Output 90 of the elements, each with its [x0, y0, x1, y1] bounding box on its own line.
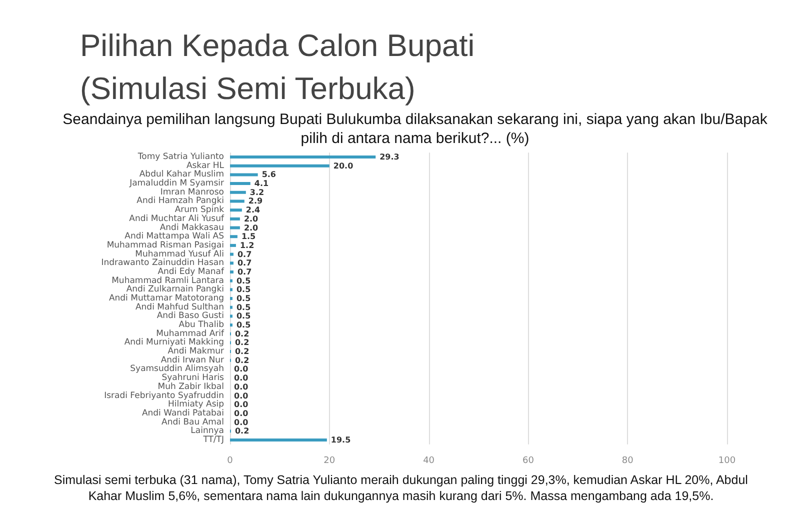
y-tick-label: Hilmiaty Asip	[168, 400, 224, 410]
bar	[230, 173, 258, 176]
data-label: 0.2	[234, 338, 250, 348]
bar	[230, 208, 242, 212]
x-tick-label: 20	[324, 456, 336, 466]
bar	[230, 182, 250, 186]
data-label: 5.6	[262, 170, 276, 180]
data-label: 0.2	[234, 347, 250, 356]
data-label: 0.0	[234, 418, 249, 427]
bar	[230, 235, 238, 238]
data-label: 0.5	[236, 312, 252, 321]
y-tick-label: Syamsuddin Alimsyah	[130, 364, 224, 374]
x-tick-label: 40	[423, 456, 435, 466]
data-label: 0.7	[237, 250, 252, 259]
bar	[230, 226, 240, 230]
bar	[230, 244, 236, 247]
data-label: 3.2	[250, 188, 264, 197]
y-tick-label: TT/TJ	[202, 434, 224, 445]
chart-subtitle: Seandainya pemilihan langsung Bupati Bulukumba dilaksanakan sekarang ini, siapa yang akan Ibu/Bapak pilih di antara nama berikut?... (%)	[62, 110, 768, 148]
bar	[230, 270, 234, 274]
y-tick-label: Muhammad Arif	[156, 328, 225, 339]
data-label: 0.0	[234, 391, 249, 400]
y-tick-label: Tomy Satria Yulianto	[136, 152, 224, 162]
y-tick-label: Muhammad Yusuf Ali	[135, 249, 224, 260]
y-tick-label: Arum Spink	[174, 205, 224, 216]
data-label: 2.4	[246, 206, 261, 215]
data-label: 29.3	[380, 152, 400, 162]
y-tick-label: Andi Bau Amal	[162, 417, 224, 428]
bar	[230, 190, 246, 194]
y-tick-label: Askar HL	[186, 160, 224, 171]
y-tick-label: Andi Mahfud Sulthan	[135, 302, 224, 312]
bar	[230, 252, 234, 256]
data-label: 0.0	[234, 374, 249, 383]
bar	[230, 164, 330, 168]
data-label: 0.5	[236, 302, 252, 312]
data-label: 2.9	[248, 196, 264, 206]
data-label: 1.2	[240, 240, 254, 250]
data-label: 0.0	[234, 382, 249, 392]
data-label: 0.7	[237, 267, 252, 276]
data-label: 0.0	[234, 400, 249, 410]
data-label: 0.0	[234, 364, 249, 374]
y-tick-label: Muhammad Ramli Lantara	[112, 276, 224, 286]
y-tick-label: Jamaluddin M Syamsir	[128, 178, 224, 189]
y-tick-label: Andi Muchtar Ali Yusuf	[129, 214, 225, 224]
y-tick-label: Isradi Febriyanto Syafruddin	[104, 390, 224, 401]
y-tick-label: Andi Irwan Nur	[160, 355, 224, 366]
chart-title: Pilihan Kepada Calon Bupati (Simulasi Semi Terbuka)	[80, 27, 475, 108]
y-tick-label: Andi Mattampa Wali AS	[124, 232, 224, 242]
text: Simulasi semi terbuka (31 nama), Tomy Satria Yulianto meraih dukungan paling tinggi 29,3%, kemudian Askar HL 20%, Abdul Kahar Muslim 5,6%, sementara nama lain dukungannya masih kurang dari 5%. Massa mengambang ada 19,5%.	[53, 472, 749, 504]
bar	[230, 217, 240, 220]
data-label: 0.7	[237, 258, 252, 268]
y-tick-label: Andi Makkasau	[160, 222, 224, 233]
y-tick-label: Andi Makmur	[168, 346, 224, 357]
y-tick-label: Indrawanto Zainuddin Hasan	[101, 258, 224, 268]
x-tick-label: 100	[718, 456, 736, 466]
y-tick-label: Imran Manroso	[160, 187, 224, 198]
y-tick-label: Muh Zabir Ikbal	[158, 382, 224, 392]
data-label: 0.2	[234, 329, 250, 338]
data-label: 0.2	[234, 356, 250, 365]
y-tick-label: Andi Baso Gusti	[156, 311, 224, 322]
y-tick-label: Syahruni Haris	[162, 373, 225, 384]
bar	[230, 200, 244, 203]
data-label: 0.2	[234, 426, 250, 436]
y-tick-label: Andi Murniyati Makking	[124, 338, 224, 348]
data-label: 0.5	[236, 320, 252, 330]
bar	[230, 262, 234, 265]
y-tick-label: Andi Hamzah Pangki	[136, 196, 224, 206]
data-label: 4.1	[254, 179, 269, 188]
data-label: 20.0	[333, 161, 354, 170]
bar	[230, 156, 376, 159]
x-tick-label: 80	[622, 456, 634, 466]
data-label: 1.5	[241, 232, 256, 242]
data-label: 2.0	[244, 223, 259, 232]
data-label: 0.0	[234, 408, 249, 418]
y-tick-label: Andi Edy Manaf	[158, 266, 225, 277]
bar	[230, 438, 327, 442]
y-tick-label: Muhammad Risman Pasigai	[106, 240, 224, 250]
y-tick-label: Andi Zulkarnain Pangki	[126, 284, 224, 295]
y-tick-label: Andi Muttamar Matotorang	[108, 294, 224, 304]
data-label: 0.5	[236, 285, 252, 294]
y-tick-label: Andi Wandi Patabai	[142, 408, 224, 418]
y-tick-label: Lainnya	[190, 426, 224, 436]
data-label: 2.0	[244, 214, 259, 224]
data-label: 0.5	[236, 276, 252, 286]
x-tick-label: 0	[227, 456, 234, 466]
x-tick-label: 60	[522, 456, 534, 466]
data-label: 19.5	[330, 435, 352, 444]
data-label: 0.5	[236, 294, 252, 303]
y-tick-label: Abu Thalib	[178, 320, 224, 330]
y-tick-label: Abdul Kahar Muslim	[139, 170, 224, 180]
